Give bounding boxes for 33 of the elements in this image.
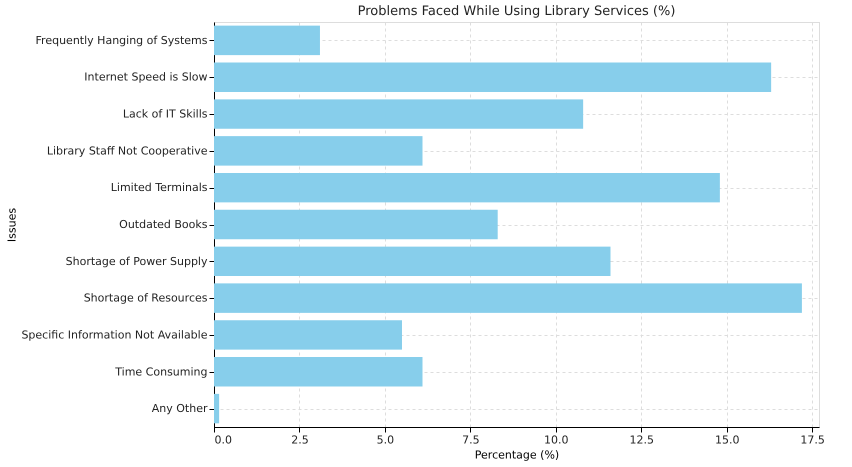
x-tick-label: 15.0	[714, 434, 740, 446]
y-tick-label: Internet Speed is Slow	[84, 70, 208, 84]
y-tick-label: Outdated Books	[119, 218, 208, 231]
y-tick-label: Lack of IT Skills	[122, 108, 208, 121]
x-tick-label: 2.5	[291, 434, 309, 446]
bar	[214, 210, 498, 240]
x-tick-label: 0.0	[214, 434, 232, 446]
x-tick-label: 10.0	[544, 434, 569, 446]
y-tick-label: Frequently Hanging of Systems	[36, 34, 208, 47]
y-tick-label: Library Staff Not Cooperative	[46, 144, 208, 158]
x-tick-label: 5.0	[376, 434, 394, 446]
y-tick-label: Shortage of Power Supply	[66, 254, 208, 268]
x-tick-label: 17.5	[800, 434, 825, 446]
y-tick-label: Specific Information Not Available	[21, 328, 208, 342]
x-tick-label: 7.5	[462, 434, 480, 446]
y-axis-title: Issues	[5, 208, 18, 242]
bar	[214, 246, 610, 276]
bar	[214, 283, 802, 313]
bar	[214, 26, 320, 56]
x-tick-label: 12.5	[630, 434, 654, 446]
bar	[214, 99, 584, 129]
y-tick-label: Shortage of Resources	[84, 292, 208, 305]
y-tick-label: Limited Terminals	[110, 181, 208, 194]
bar	[214, 62, 772, 92]
bar	[214, 394, 220, 424]
bar	[214, 136, 423, 166]
bar	[214, 320, 402, 350]
bar	[214, 172, 720, 202]
x-axis-title: Percentage (%)	[474, 448, 560, 462]
y-tick-label: Any Other	[152, 402, 208, 416]
y-tick-label: Time Consuming	[114, 365, 208, 378]
chart-title: Problems Faced While Using Library Services (%)	[358, 4, 676, 19]
bar	[214, 357, 423, 386]
